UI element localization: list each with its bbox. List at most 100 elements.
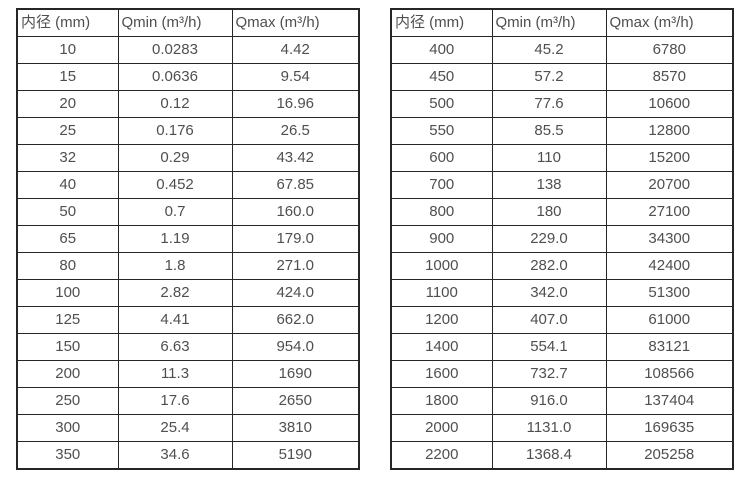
qmin-cell: 0.0636 xyxy=(117,63,233,91)
qmin-cell: 229.0 xyxy=(491,225,607,253)
qmax-cell: 15200 xyxy=(605,144,734,172)
qmax-cell: 9.54 xyxy=(231,63,360,91)
qmax-cell: 108566 xyxy=(605,360,734,388)
table-row: 40 0.452 67.85 xyxy=(16,171,360,199)
diameter-cell: 150 xyxy=(16,333,119,361)
table-row: 400 45.2 6780 xyxy=(390,36,734,64)
qmax-cell: 5190 xyxy=(231,441,360,470)
table-row: 1600 732.7 108566 xyxy=(390,360,734,388)
table-row: 1200 407.0 61000 xyxy=(390,306,734,334)
qmax-column-header: Qmax (m³/h) xyxy=(605,8,734,37)
qmin-cell: 0.29 xyxy=(117,144,233,172)
diameter-cell: 100 xyxy=(16,279,119,307)
diameter-cell: 1000 xyxy=(390,252,493,280)
diameter-cell: 50 xyxy=(16,198,119,226)
qmax-cell: 26.5 xyxy=(231,117,360,145)
qmin-cell: 57.2 xyxy=(491,63,607,91)
qmin-cell: 282.0 xyxy=(491,252,607,280)
qmin-cell: 1131.0 xyxy=(491,414,607,442)
qmin-column-header: Qmin (m³/h) xyxy=(117,8,233,37)
qmin-cell: 17.6 xyxy=(117,387,233,415)
qmax-cell: 42400 xyxy=(605,252,734,280)
diameter-cell: 10 xyxy=(16,36,119,64)
table-row: 800 180 27100 xyxy=(390,198,734,226)
qmin-column-header: Qmin (m³/h) xyxy=(491,8,607,37)
table-row: 1000 282.0 42400 xyxy=(390,252,734,280)
header-row: 内径 (mm) Qmin (m³/h) Qmax (m³/h) xyxy=(16,8,360,37)
table-row: 20 0.12 16.96 xyxy=(16,90,360,118)
table-row: 1100 342.0 51300 xyxy=(390,279,734,307)
diameter-column-header: 内径 (mm) xyxy=(390,8,493,37)
table-row: 80 1.8 271.0 xyxy=(16,252,360,280)
qmin-cell: 85.5 xyxy=(491,117,607,145)
qmax-cell: 179.0 xyxy=(231,225,360,253)
diameter-cell: 1800 xyxy=(390,387,493,415)
qmax-cell: 662.0 xyxy=(231,306,360,334)
qmax-cell: 20700 xyxy=(605,171,734,199)
qmax-cell: 954.0 xyxy=(231,333,360,361)
qmax-cell: 205258 xyxy=(605,441,734,470)
table-row: 900 229.0 34300 xyxy=(390,225,734,253)
qmin-cell: 0.176 xyxy=(117,117,233,145)
table-row: 2000 1131.0 169635 xyxy=(390,414,734,442)
diameter-cell: 350 xyxy=(16,441,119,470)
qmax-cell: 12800 xyxy=(605,117,734,145)
diameter-cell: 40 xyxy=(16,171,119,199)
qmax-cell: 34300 xyxy=(605,225,734,253)
diameter-cell: 1100 xyxy=(390,279,493,307)
table-row: 65 1.19 179.0 xyxy=(16,225,360,253)
qmax-cell: 61000 xyxy=(605,306,734,334)
diameter-cell: 250 xyxy=(16,387,119,415)
diameter-cell: 32 xyxy=(16,144,119,172)
table-row: 450 57.2 8570 xyxy=(390,63,734,91)
qmin-cell: 4.41 xyxy=(117,306,233,334)
diameter-cell: 300 xyxy=(16,414,119,442)
table-row: 15 0.0636 9.54 xyxy=(16,63,360,91)
qmin-cell: 2.82 xyxy=(117,279,233,307)
table-row: 100 2.82 424.0 xyxy=(16,279,360,307)
diameter-cell: 20 xyxy=(16,90,119,118)
qmin-cell: 11.3 xyxy=(117,360,233,388)
diameter-cell: 200 xyxy=(16,360,119,388)
diameter-cell: 1400 xyxy=(390,333,493,361)
table-row: 350 34.6 5190 xyxy=(16,441,360,470)
table-row: 250 17.6 2650 xyxy=(16,387,360,415)
table-row: 10 0.0283 4.42 xyxy=(16,36,360,64)
qmax-cell: 43.42 xyxy=(231,144,360,172)
table-row: 2200 1368.4 205258 xyxy=(390,441,734,470)
qmax-cell: 137404 xyxy=(605,387,734,415)
qmax-cell: 160.0 xyxy=(231,198,360,226)
table-row: 125 4.41 662.0 xyxy=(16,306,360,334)
diameter-cell: 700 xyxy=(390,171,493,199)
qmin-cell: 407.0 xyxy=(491,306,607,334)
diameter-cell: 15 xyxy=(16,63,119,91)
table-row: 50 0.7 160.0 xyxy=(16,198,360,226)
diameter-cell: 2000 xyxy=(390,414,493,442)
table-row: 1400 554.1 83121 xyxy=(390,333,734,361)
qmax-cell: 2650 xyxy=(231,387,360,415)
table-row: 32 0.29 43.42 xyxy=(16,144,360,172)
qmax-cell: 10600 xyxy=(605,90,734,118)
table-row: 25 0.176 26.5 xyxy=(16,117,360,145)
qmax-cell: 83121 xyxy=(605,333,734,361)
diameter-cell: 80 xyxy=(16,252,119,280)
qmax-cell: 424.0 xyxy=(231,279,360,307)
header-row: 内径 (mm) Qmin (m³/h) Qmax (m³/h) xyxy=(390,8,734,37)
diameter-cell: 1200 xyxy=(390,306,493,334)
diameter-cell: 400 xyxy=(390,36,493,64)
qmin-cell: 0.7 xyxy=(117,198,233,226)
diameter-cell: 2200 xyxy=(390,441,493,470)
qmin-cell: 77.6 xyxy=(491,90,607,118)
qmin-cell: 732.7 xyxy=(491,360,607,388)
diameter-cell: 1600 xyxy=(390,360,493,388)
table-row: 1800 916.0 137404 xyxy=(390,387,734,415)
qmin-cell: 45.2 xyxy=(491,36,607,64)
diameter-cell: 450 xyxy=(390,63,493,91)
diameter-column-header: 内径 (mm) xyxy=(16,8,119,37)
qmin-cell: 916.0 xyxy=(491,387,607,415)
qmax-cell: 16.96 xyxy=(231,90,360,118)
table-row: 500 77.6 10600 xyxy=(390,90,734,118)
qmax-cell: 27100 xyxy=(605,198,734,226)
diameter-cell: 65 xyxy=(16,225,119,253)
qmin-cell: 1.19 xyxy=(117,225,233,253)
